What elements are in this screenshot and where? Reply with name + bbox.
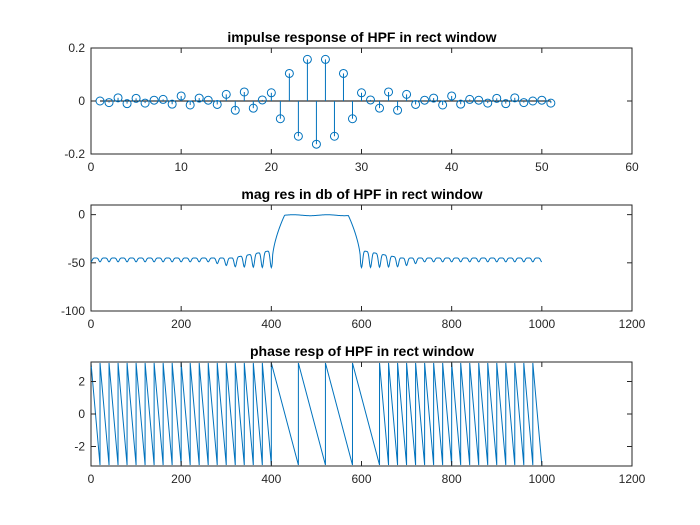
stem-marker bbox=[284, 68, 294, 78]
stem-marker bbox=[95, 96, 105, 106]
y-tick-label: -0.2 bbox=[64, 147, 85, 161]
x-tick-label: 1200 bbox=[619, 472, 646, 486]
stem-marker bbox=[320, 54, 330, 64]
stem-marker bbox=[194, 93, 204, 103]
stem-marker bbox=[546, 98, 556, 108]
stem-marker bbox=[122, 99, 132, 109]
stem-marker bbox=[501, 99, 511, 109]
x-tick-label: 50 bbox=[535, 160, 549, 174]
subplot-phase-response: phase resp of HPF in rect window 0 200 400… bbox=[74, 343, 645, 486]
stem-marker bbox=[329, 131, 339, 141]
subplot-1-ticks: 0 10 20 30 40 50 60-0.200.2 bbox=[64, 41, 639, 174]
stem-marker bbox=[357, 88, 366, 98]
stem-marker bbox=[384, 87, 394, 97]
stem-marker bbox=[203, 95, 213, 105]
x-tick-label: 200 bbox=[171, 317, 191, 331]
subplot-magnitude-response: mag res in db of HPF in rect window 0 200… bbox=[61, 186, 646, 331]
x-tick-label: 10 bbox=[174, 160, 188, 174]
x-tick-label: 0 bbox=[88, 317, 95, 331]
y-tick-label: 2 bbox=[78, 375, 85, 389]
x-tick-label: 1000 bbox=[528, 317, 555, 331]
stem-marker bbox=[185, 100, 195, 110]
stem-marker bbox=[483, 98, 493, 108]
stem-marker bbox=[140, 98, 150, 108]
stem-marker bbox=[347, 114, 357, 124]
stem-marker bbox=[293, 131, 303, 141]
stem-marker bbox=[429, 93, 439, 103]
x-tick-label: 800 bbox=[442, 472, 462, 486]
x-tick-label: 20 bbox=[265, 160, 279, 174]
x-tick-label: 600 bbox=[351, 472, 371, 486]
x-tick-label: 1000 bbox=[528, 472, 555, 486]
y-tick-label: -100 bbox=[61, 304, 85, 318]
stem-marker bbox=[212, 99, 222, 109]
stem-marker bbox=[528, 96, 538, 106]
stem-marker bbox=[510, 93, 520, 103]
stem-marker bbox=[447, 91, 457, 101]
subplot-3-marks bbox=[90, 362, 543, 466]
x-tick-label: 40 bbox=[445, 160, 459, 174]
stem-marker bbox=[474, 95, 484, 105]
stem-marker bbox=[167, 99, 177, 109]
stem-marker bbox=[402, 89, 412, 99]
stem-marker bbox=[131, 93, 141, 103]
stem-marker bbox=[366, 95, 376, 105]
y-tick-label: 0.2 bbox=[68, 41, 85, 55]
x-tick-label: 400 bbox=[261, 472, 281, 486]
subplot-2-title: mag res in db of HPF in rect window bbox=[241, 186, 482, 202]
stem-marker bbox=[393, 105, 403, 115]
x-tick-label: 30 bbox=[355, 160, 369, 174]
stem-marker bbox=[411, 99, 421, 109]
stem-marker bbox=[456, 99, 466, 109]
phase-line bbox=[90, 362, 543, 466]
stem-marker bbox=[537, 95, 547, 105]
x-tick-label: 0 bbox=[88, 160, 95, 174]
y-tick-label: -2 bbox=[74, 440, 85, 454]
stem-marker bbox=[176, 91, 186, 101]
stem-marker bbox=[375, 103, 385, 113]
subplot-3-title: phase resp of HPF in rect window bbox=[250, 343, 474, 359]
stem-marker bbox=[311, 139, 321, 149]
stem-marker bbox=[338, 68, 348, 78]
stem-marker bbox=[113, 93, 123, 103]
subplot-2-marks bbox=[90, 214, 543, 270]
stem-marker bbox=[248, 103, 258, 113]
stem-marker bbox=[465, 94, 475, 104]
y-tick-label: 0 bbox=[78, 407, 85, 421]
x-tick-label: 0 bbox=[88, 472, 95, 486]
y-tick-label: 0 bbox=[78, 208, 85, 222]
x-tick-label: 60 bbox=[625, 160, 639, 174]
stem-marker bbox=[221, 89, 231, 99]
stem-marker bbox=[230, 105, 240, 115]
stem-marker bbox=[257, 95, 267, 105]
subplot-impulse-response: impulse response of HPF in rect window 0… bbox=[64, 29, 639, 174]
y-tick-label: -50 bbox=[68, 256, 86, 270]
stem-marker bbox=[104, 98, 114, 108]
stem-marker bbox=[266, 88, 276, 98]
stem-marker bbox=[438, 100, 448, 110]
stem-marker bbox=[492, 93, 502, 103]
stem-marker bbox=[302, 54, 312, 64]
x-tick-label: 1200 bbox=[619, 317, 646, 331]
stem-marker bbox=[420, 95, 430, 105]
subplot-3-ticks: 0 200 400 600 800 1000 1200 -2 0 2 bbox=[74, 362, 646, 486]
stem-marker bbox=[158, 94, 168, 104]
x-tick-label: 800 bbox=[442, 317, 462, 331]
y-tick-label: 0 bbox=[78, 94, 85, 108]
x-tick-label: 200 bbox=[171, 472, 191, 486]
stem-marker bbox=[239, 87, 249, 97]
subplot-1-title: impulse response of HPF in rect window bbox=[227, 29, 496, 45]
subplot-1-marks bbox=[95, 54, 556, 149]
x-tick-label: 400 bbox=[261, 317, 281, 331]
subplot-2-ticks: 0 200 400 600 800 1000 1200 -100 -50 0 bbox=[61, 205, 646, 331]
x-tick-label: 600 bbox=[351, 317, 371, 331]
stem-marker bbox=[149, 95, 159, 105]
stem-marker bbox=[275, 114, 285, 124]
stem-marker bbox=[519, 98, 529, 108]
magnitude-line bbox=[90, 214, 543, 270]
